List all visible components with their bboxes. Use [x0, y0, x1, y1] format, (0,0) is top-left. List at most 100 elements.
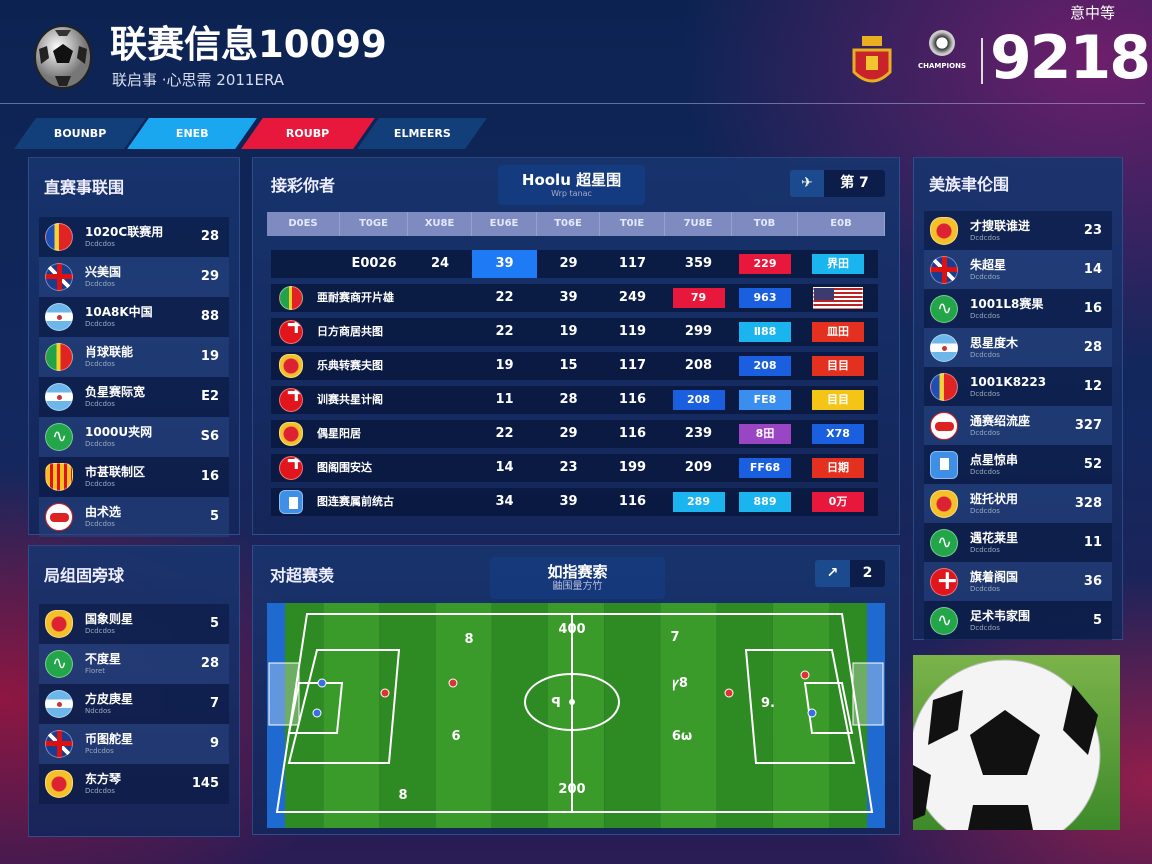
pitch-center-tab[interactable]: 如指赛索 鼬围量方竹 [490, 557, 665, 599]
table-row[interactable]: 图连赛属前统古 34 39 116 289 889 0万 [271, 488, 878, 516]
cell-badge: FF68 [739, 458, 791, 478]
item-name: 1000U夹网 [85, 425, 153, 439]
table-row[interactable]: 训赛共星计阁 11 28 116 208 FE8 目目 [271, 386, 878, 414]
table-row[interactable]: E0026 24 39 29 117 359 229 界田 [271, 250, 878, 278]
header-divider [981, 38, 983, 84]
cell: 29 [559, 256, 578, 271]
item-sub: Dcdcdos [85, 787, 115, 795]
list-item[interactable]: 10A8K中国 Dcdcdos 88 [39, 297, 229, 337]
cell-badge: 8田 [739, 424, 791, 444]
item-name: 班托状用 [970, 491, 1019, 506]
item-value: 36 [1083, 573, 1102, 589]
item-sub: Dcdcdos [85, 280, 115, 288]
list-item[interactable]: 班托状用 Dcdcdos 328 [924, 484, 1112, 523]
tab-roubp[interactable]: ROUBP [241, 118, 375, 149]
league-logo: CHAMPIONS [914, 30, 970, 71]
item-value: 5 [209, 509, 219, 525]
standings-center-tab[interactable]: Hoolu 超星围 Wrp tanac [498, 165, 645, 205]
team-badge-icon [45, 303, 73, 331]
list-item[interactable]: 币图舵星 Pcdcdos 9 [39, 724, 229, 764]
item-value: 19 [200, 349, 219, 365]
list-item[interactable]: 东方琴 Dcdcdos 145 [39, 764, 229, 804]
list-item[interactable]: 方皮庚星 Ndcdos 7 [39, 684, 229, 724]
app-logo [33, 24, 93, 90]
item-value: 328 [1074, 495, 1102, 511]
team-badge-icon [45, 343, 73, 371]
cell-badge: FE8 [739, 390, 791, 410]
pitch-label: 7 [670, 630, 679, 645]
item-sub: Dcdcdos [970, 272, 1000, 281]
item-name: 方皮庚星 [85, 692, 134, 706]
team-badge-icon [930, 489, 958, 518]
item-name: 朱超星 [970, 257, 1007, 272]
table-row[interactable]: 日方商居共图 22 19 119 299 Ⅱ88 皿田 [271, 318, 878, 346]
item-sub: Dcdcdos [85, 240, 115, 248]
list-item[interactable]: 思星度木 Dcdcdos 28 [924, 328, 1112, 367]
cell: 29 [559, 426, 578, 441]
score-display: 9218 [990, 23, 1151, 93]
item-name: 不度星 [85, 652, 122, 666]
item-value: 5 [1092, 612, 1102, 628]
list-item[interactable]: 兴美国 Dcdcdos 29 [39, 257, 229, 297]
round-selector[interactable]: 第 7 [824, 170, 885, 197]
list-item[interactable]: 才搜联谁进 Dcdcdos 23 [924, 211, 1112, 250]
item-value: 7 [209, 696, 219, 712]
list-item[interactable]: 1020C联赛用 Dcdcdos 28 [39, 217, 229, 257]
player-marker [312, 708, 322, 718]
cell: 249 [618, 290, 647, 305]
row-name: 日方商居共图 [317, 325, 383, 338]
arrow-icon[interactable]: ↗ [815, 560, 850, 587]
column-header[interactable]: T0GE [340, 212, 408, 236]
tab-elmeers[interactable]: ELMEERS [357, 118, 487, 149]
cell-badge: 日期 [812, 458, 864, 478]
plane-icon[interactable]: ✈ [790, 170, 824, 197]
item-value: 16 [200, 469, 219, 485]
cell: 39 [559, 494, 578, 509]
item-value: 14 [1083, 261, 1102, 277]
tab-bounbp[interactable]: BOUNBP [14, 118, 146, 149]
team-badge-icon [45, 730, 73, 758]
cell: 22 [495, 324, 514, 339]
list-item[interactable]: 通赛绍流座 Dcdcdos 327 [924, 406, 1112, 445]
table-row[interactable]: 亜耐赛商开片雄 22 39 249 79 963 [271, 284, 878, 312]
pitch-label: 8 [464, 632, 473, 647]
column-header[interactable]: T0IE [600, 212, 665, 236]
soccer-pitch: 400 200 8 7 6 6ω 8 ꝩ8 9. ꟼ [267, 603, 885, 828]
standings-toggle[interactable]: ✈ 第 7 [790, 170, 885, 197]
list-item[interactable]: 朱超星 Dcdcdos 14 [924, 250, 1112, 289]
pitch-toggle[interactable]: ↗ 2 [815, 560, 885, 587]
period-selector[interactable]: 2 [850, 560, 885, 587]
list-item[interactable]: 肖球联能 Dcdcdos 19 [39, 337, 229, 377]
column-header[interactable]: D0ES [267, 212, 340, 236]
table-row[interactable]: 乐典转赛夫图 19 15 117 208 208 目目 [271, 352, 878, 380]
list-item[interactable]: 国象则星 Dcdcdos 5 [39, 604, 229, 644]
list-item[interactable]: 负星赛际宽 Dcdcdos E2 [39, 377, 229, 417]
list-item[interactable]: 点星惊串 Dcdcdos 52 [924, 445, 1112, 484]
item-sub: Dcdcdos [970, 545, 1000, 554]
cell: 119 [618, 324, 647, 339]
table-row[interactable]: 图阁围安达 14 23 199 209 FF68 日期 [271, 454, 878, 482]
tab-eneb[interactable]: ENEB [127, 118, 257, 149]
list-item[interactable]: 由术选 Dcdcdos 5 [39, 497, 229, 537]
team-badge-icon [45, 503, 73, 531]
column-header[interactable]: 7U8E [665, 212, 732, 236]
column-header[interactable]: EU6E [472, 212, 537, 236]
column-header[interactable]: E0B [798, 212, 885, 236]
column-header[interactable]: XU8E [408, 212, 472, 236]
cell: 11 [495, 392, 514, 407]
column-header[interactable]: T0B [732, 212, 798, 236]
column-header[interactable]: T06E [537, 212, 600, 236]
item-value: 28 [1083, 339, 1102, 355]
item-sub: Dcdcdos [85, 400, 115, 408]
list-item[interactable]: 1001K8223 Dcdcdos 12 [924, 367, 1112, 406]
list-item[interactable]: 市甚联制区 Dcdcdos 16 [39, 457, 229, 497]
item-sub: Dcdcdos [970, 467, 1000, 476]
table-row[interactable]: 偶星阳居 22 29 116 239 8田 X78 [271, 420, 878, 448]
